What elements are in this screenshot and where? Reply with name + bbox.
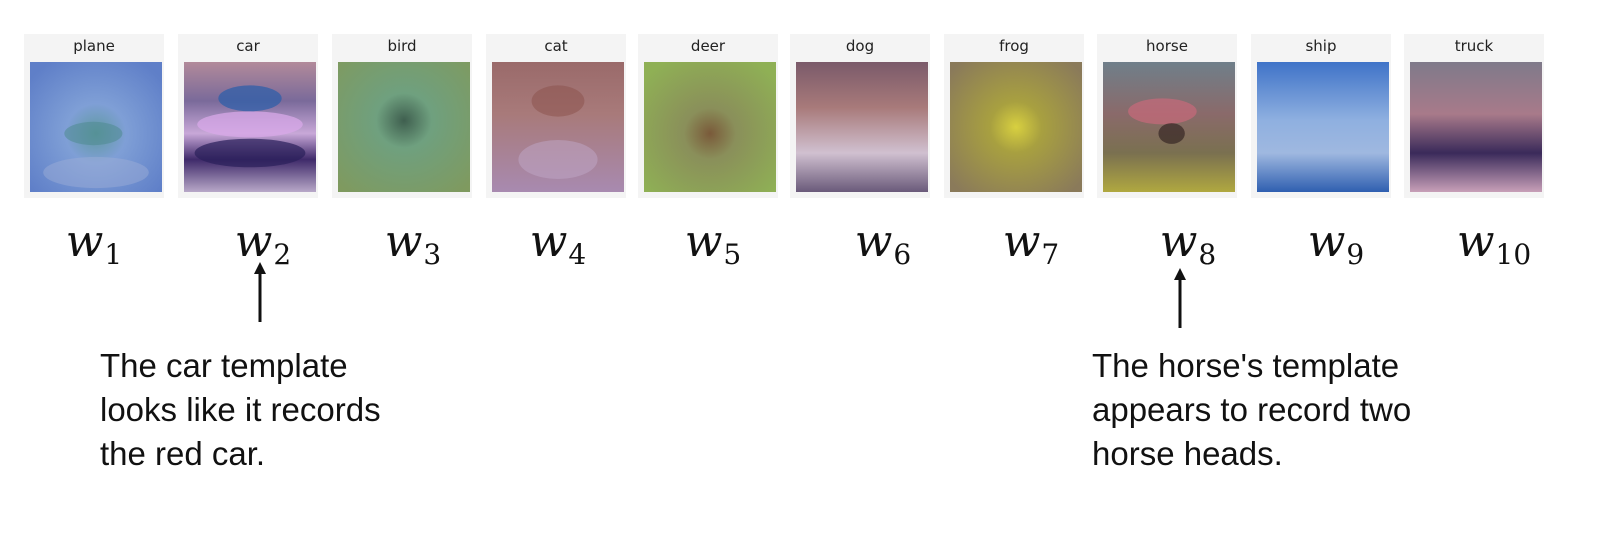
car-template-note: The car template looks like it records t… — [100, 344, 381, 476]
class-label-dog: dog — [845, 37, 875, 55]
class-label-horse: horse — [1146, 37, 1188, 55]
weight-symbol-w7: w7 — [1002, 216, 1060, 271]
arrow-up-icon-car — [254, 262, 266, 322]
weight-symbol-w6: w6 — [854, 216, 912, 271]
weight-symbol-w4: w4 — [529, 216, 587, 271]
template-tile-deer: deer — [638, 34, 778, 198]
class-label-bird: bird — [387, 37, 417, 55]
class-label-frog: frog — [999, 37, 1029, 55]
template-image-car — [184, 62, 316, 192]
template-image-truck — [1410, 62, 1542, 192]
class-label-truck: truck — [1454, 37, 1494, 55]
weight-symbol-w1: w1 — [65, 216, 123, 271]
template-image-dog — [796, 62, 928, 192]
note-line: appears to record two — [1092, 391, 1412, 428]
arrow-up-icon-horse — [1174, 268, 1186, 328]
note-line: The horse's template — [1092, 347, 1400, 384]
class-label-plane: plane — [73, 37, 115, 55]
template-tile-dog: dog — [790, 34, 930, 198]
note-line: The car template — [100, 347, 348, 384]
template-image-bird — [338, 62, 470, 192]
template-image-ship — [1257, 62, 1389, 192]
note-line: looks like it records — [100, 391, 381, 428]
template-image-frog — [950, 62, 1082, 192]
template-tile-horse: horse — [1097, 34, 1237, 198]
weight-symbol-w3: w3 — [384, 216, 442, 271]
class-label-deer: deer — [690, 37, 726, 55]
horse-template-note: The horse's template appears to record t… — [1092, 344, 1411, 476]
template-tile-truck: truck — [1404, 34, 1544, 198]
class-label-ship: ship — [1305, 37, 1337, 55]
weight-symbol-w8: w8 — [1159, 216, 1217, 271]
weight-symbol-w5: w5 — [684, 216, 742, 271]
note-line: the red car. — [100, 435, 266, 472]
template-tile-plane: plane — [24, 34, 164, 198]
weight-symbol-w9: w9 — [1307, 216, 1365, 271]
weight-symbol-w10: w10 — [1456, 216, 1532, 271]
template-tile-bird: bird — [332, 34, 472, 198]
note-line: horse heads. — [1092, 435, 1283, 472]
class-label-car: car — [236, 37, 260, 55]
template-tile-cat: cat — [486, 34, 626, 198]
template-image-cat — [492, 62, 624, 192]
weight-templates-row: plane car — [24, 34, 1544, 271]
template-tile-frog: frog — [944, 34, 1084, 198]
class-label-cat: cat — [544, 37, 568, 55]
template-image-deer — [644, 62, 776, 192]
template-image-plane — [30, 62, 162, 192]
template-tile-ship: ship — [1251, 34, 1391, 198]
template-tile-car: car — [178, 34, 318, 198]
weight-symbol-w2: w2 — [234, 216, 292, 271]
template-image-horse — [1103, 62, 1235, 192]
